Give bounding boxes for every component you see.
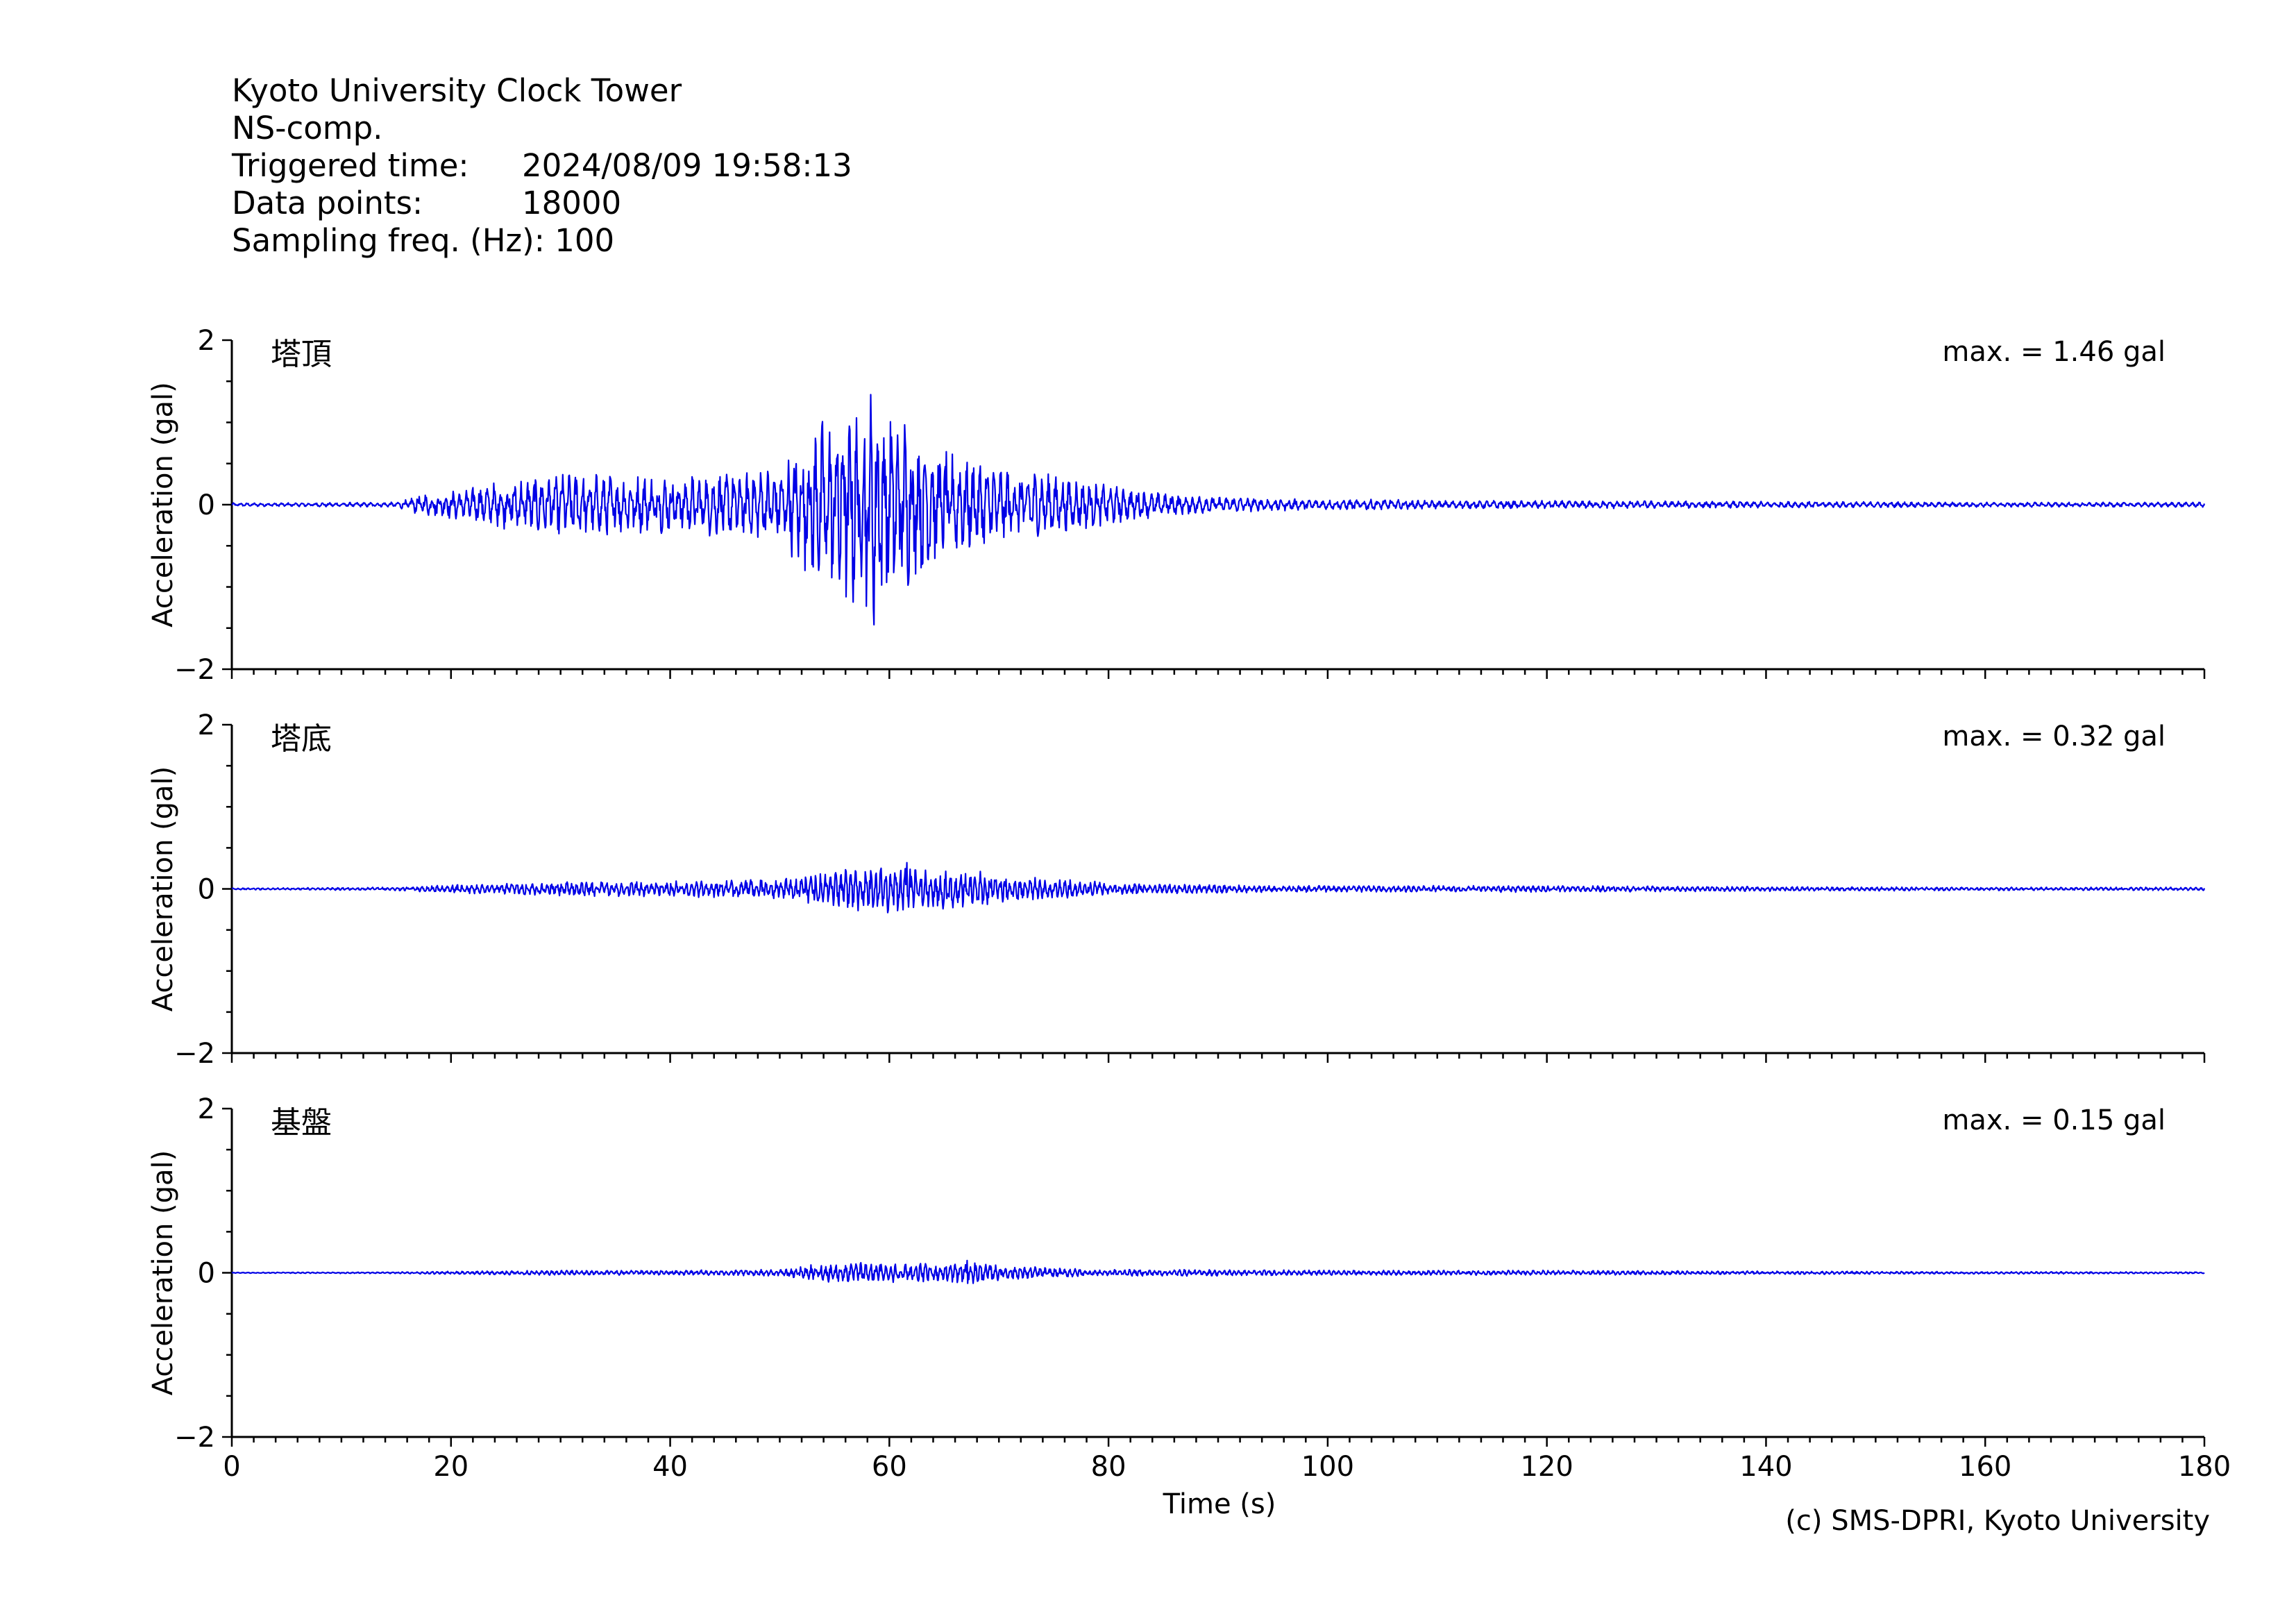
x-tick-label: 100	[1301, 1451, 1354, 1483]
waveform-trace	[231, 1259, 2205, 1284]
triggered-time-label: Triggered time:	[232, 147, 469, 184]
x-tick-label: 20	[433, 1451, 469, 1483]
component-label: NS-comp.	[232, 110, 383, 146]
sampling-freq-row: Sampling freq. (Hz): 100	[232, 222, 852, 260]
y-axis-label: Acceleration (gal)	[147, 382, 179, 628]
panel-3	[222, 1107, 2206, 1447]
x-tick-label: 180	[2178, 1451, 2231, 1483]
data-points-value: 18000	[522, 185, 622, 221]
y-tick-label: 0	[198, 874, 215, 906]
waveform-trace	[231, 861, 2206, 914]
triggered-time-row: Triggered time: 2024/08/09 19:58:13	[232, 147, 852, 185]
sampling-freq-label: Sampling freq. (Hz):	[232, 222, 545, 259]
x-axis-label: Time (s)	[1163, 1488, 1276, 1520]
data-points-row: Data points: 18000	[232, 185, 852, 222]
max-value-label: max. = 0.32 gal	[1942, 721, 2166, 752]
y-tick-label: −2	[174, 1422, 215, 1454]
y-axis-label: Acceleration (gal)	[147, 1150, 179, 1396]
record-info: Kyoto University Clock Tower NS-comp. Tr…	[232, 72, 852, 260]
station-name: Kyoto University Clock Tower	[232, 72, 682, 109]
y-tick-label: 2	[198, 1093, 215, 1125]
panel-name: 塔底	[271, 721, 332, 757]
sampling-freq-value: 100	[555, 222, 615, 259]
panel-name: 基盤	[271, 1105, 332, 1141]
y-tick-label: 2	[198, 325, 215, 357]
max-value-label: max. = 1.46 gal	[1942, 336, 2166, 368]
y-axis-label: Acceleration (gal)	[147, 766, 179, 1012]
data-points-label: Data points:	[232, 185, 423, 221]
x-tick-label: 0	[223, 1451, 240, 1483]
y-tick-label: 0	[198, 489, 215, 521]
copyright-notice: (c) SMS-DPRI, Kyoto University	[1785, 1505, 2210, 1537]
panel-1	[222, 339, 2206, 679]
max-value-label: max. = 0.15 gal	[1942, 1104, 2166, 1136]
y-tick-label: −2	[174, 1038, 215, 1070]
x-tick-label: 80	[1091, 1451, 1126, 1483]
x-tick-label: 40	[652, 1451, 688, 1483]
x-tick-label: 60	[872, 1451, 907, 1483]
triggered-time-value: 2024/08/09 19:58:13	[522, 147, 852, 184]
y-tick-label: 2	[198, 709, 215, 741]
y-tick-label: −2	[174, 654, 215, 686]
x-tick-label: 120	[1520, 1451, 1573, 1483]
x-tick-label: 140	[1739, 1451, 1792, 1483]
panel-2	[222, 723, 2206, 1063]
y-tick-label: 0	[198, 1258, 215, 1290]
waveform-trace	[231, 394, 2206, 626]
x-tick-label: 160	[1959, 1451, 2011, 1483]
panel-name: 塔頂	[271, 337, 332, 372]
